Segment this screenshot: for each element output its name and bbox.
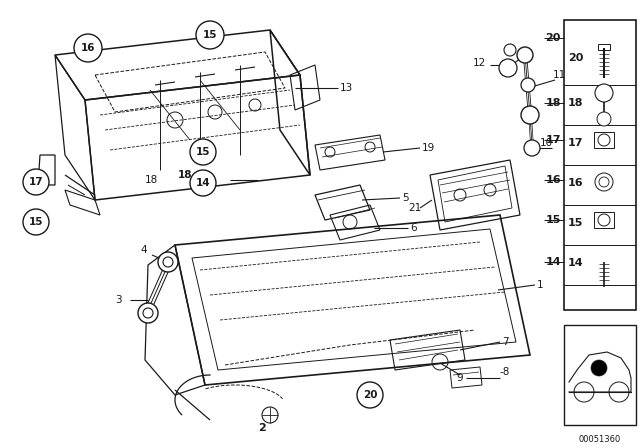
- Text: 13: 13: [340, 83, 353, 93]
- Text: 7: 7: [502, 337, 509, 347]
- Circle shape: [504, 44, 516, 56]
- Bar: [564, 325, 636, 425]
- Text: 18: 18: [545, 98, 561, 108]
- Circle shape: [499, 59, 517, 77]
- Text: 9: 9: [456, 373, 463, 383]
- Bar: [598, 44, 610, 50]
- Text: -8: -8: [499, 367, 509, 377]
- Circle shape: [163, 257, 173, 267]
- Text: 11: 11: [553, 70, 566, 80]
- Circle shape: [23, 209, 49, 235]
- Text: 15: 15: [568, 218, 584, 228]
- Circle shape: [23, 169, 49, 195]
- Circle shape: [591, 360, 607, 376]
- Circle shape: [517, 47, 533, 63]
- Text: 5: 5: [402, 193, 408, 203]
- Text: 14: 14: [545, 257, 561, 267]
- Text: 17: 17: [568, 138, 584, 148]
- Circle shape: [190, 170, 216, 196]
- Circle shape: [74, 34, 102, 62]
- Text: 20: 20: [568, 53, 584, 63]
- Text: 18: 18: [145, 175, 158, 185]
- Text: 14: 14: [196, 178, 211, 188]
- Text: 19: 19: [422, 143, 435, 153]
- Text: 16: 16: [545, 175, 561, 185]
- Text: 14: 14: [568, 258, 584, 268]
- Text: 4: 4: [140, 245, 147, 255]
- Text: 20: 20: [546, 33, 561, 43]
- Circle shape: [521, 78, 535, 92]
- Text: 15: 15: [29, 217, 44, 227]
- Circle shape: [521, 106, 539, 124]
- Text: 15: 15: [203, 30, 217, 40]
- Circle shape: [597, 112, 611, 126]
- Text: 16: 16: [568, 178, 584, 188]
- Text: 2: 2: [258, 423, 266, 433]
- Circle shape: [524, 140, 540, 156]
- Circle shape: [196, 21, 224, 49]
- Text: 3: 3: [115, 295, 122, 305]
- Bar: [564, 20, 636, 310]
- Text: 20: 20: [363, 390, 377, 400]
- Text: 12: 12: [473, 58, 486, 68]
- Text: 17: 17: [29, 177, 44, 187]
- Text: 16: 16: [81, 43, 95, 53]
- Text: 6: 6: [410, 223, 417, 233]
- Text: 10: 10: [540, 138, 553, 148]
- Circle shape: [158, 252, 178, 272]
- Bar: [594, 212, 614, 228]
- Text: 15: 15: [546, 215, 561, 225]
- Text: 15: 15: [196, 147, 211, 157]
- Text: 17: 17: [545, 135, 561, 145]
- Circle shape: [595, 84, 613, 102]
- Circle shape: [190, 139, 216, 165]
- Text: 1: 1: [537, 280, 543, 290]
- Circle shape: [598, 214, 610, 226]
- Text: 21: 21: [408, 203, 421, 213]
- Circle shape: [138, 303, 158, 323]
- Text: 18: 18: [178, 170, 192, 180]
- Text: 18: 18: [568, 98, 584, 108]
- Circle shape: [143, 308, 153, 318]
- Circle shape: [357, 382, 383, 408]
- Bar: [594, 132, 614, 148]
- Text: 00051360: 00051360: [579, 435, 621, 444]
